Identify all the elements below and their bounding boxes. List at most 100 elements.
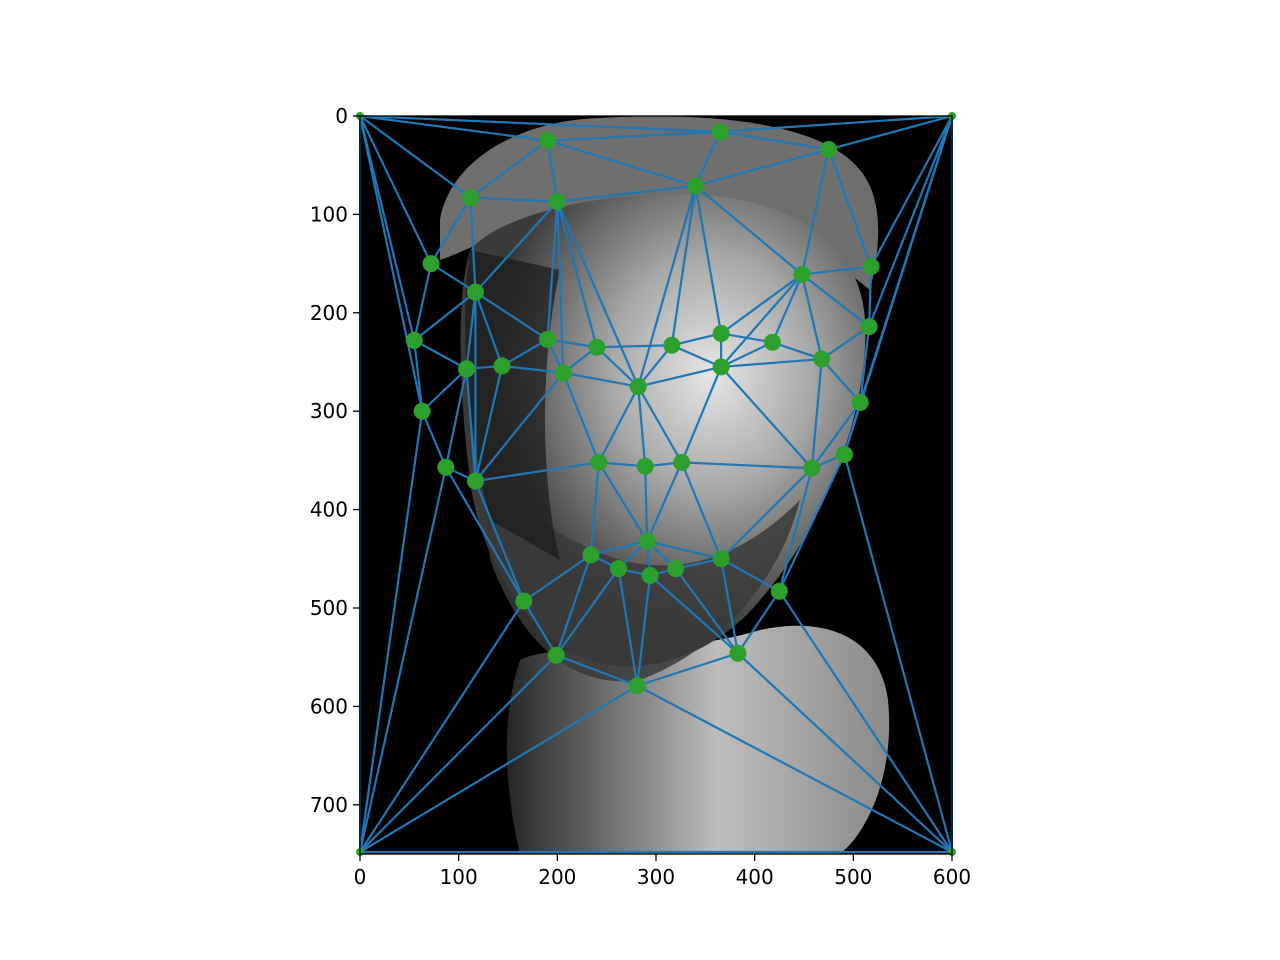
landmark-point: [588, 338, 606, 356]
landmark-point: [610, 560, 628, 578]
triangulation-edge: [637, 344, 673, 388]
triangulation-edge: [810, 358, 823, 469]
landmark-point: [673, 453, 691, 471]
landmark-point: [636, 457, 654, 475]
triangulation-edge: [474, 480, 525, 602]
x-axis-ticks: 0 100 200 300 400 500 600: [354, 854, 971, 889]
landmark-point: [493, 357, 511, 375]
triangulation-edge: [465, 368, 477, 482]
triangulation-edge: [821, 325, 870, 360]
triangulation-edge: [475, 461, 599, 483]
triangulation-edge: [501, 364, 564, 374]
triangulation-edge: [597, 461, 649, 542]
landmark-point: [538, 132, 556, 150]
landmark-points: [356, 112, 956, 857]
triangulation-edge: [359, 115, 433, 265]
triangulation-edge: [636, 652, 739, 687]
landmark-point: [803, 459, 821, 477]
triangulation-edge: [674, 567, 739, 654]
triangulation-edge: [589, 462, 600, 555]
triangulation-edge: [720, 341, 773, 368]
landmark-point: [590, 453, 608, 471]
triangulation-edge: [778, 590, 953, 853]
triangulation-edge: [771, 273, 804, 343]
triangulation-edge: [649, 574, 739, 655]
triangulation-edge: [800, 274, 823, 360]
triangulation-edge: [720, 558, 739, 654]
triangulation-edge: [868, 115, 954, 327]
landmark-point: [813, 350, 831, 368]
triangulation-edge: [637, 386, 683, 463]
triangulation-edge: [671, 344, 722, 368]
landmark-point: [538, 330, 556, 348]
landmark-point: [547, 646, 565, 664]
y-tick-label: 100: [310, 202, 348, 226]
triangulation-edge: [546, 201, 559, 340]
landmark-point: [862, 258, 880, 276]
face-photo: [360, 116, 952, 854]
triangulation-edge: [778, 454, 846, 592]
triangulation-edge: [617, 568, 639, 686]
triangulation-edge: [811, 401, 862, 469]
triangulation-lines: [358, 114, 954, 854]
triangulation-edge: [827, 149, 873, 267]
triangulation-edge: [358, 115, 416, 341]
triangulation-edge: [501, 338, 549, 367]
triangulation-edge: [828, 114, 953, 151]
landmark-point: [628, 677, 646, 695]
landmark-point: [466, 283, 484, 301]
triangulation-edge: [413, 291, 477, 342]
x-tick-label: 200: [538, 865, 576, 889]
landmark-point: [711, 123, 729, 141]
triangulation-edge: [596, 346, 639, 388]
triangulation-edge: [772, 341, 823, 361]
landmark-point: [763, 333, 781, 351]
y-tick-label: 300: [310, 399, 348, 423]
triangulation-edge: [359, 654, 558, 853]
triangulation-edge: [547, 139, 696, 187]
triangulation-edge: [843, 454, 954, 853]
landmark-point: [422, 255, 440, 273]
triangulation-edge: [646, 461, 683, 542]
triangulation-edge: [720, 273, 803, 335]
landmark-point: [770, 582, 788, 600]
triangulation-edge: [644, 466, 649, 542]
triangulation-edge: [444, 466, 525, 602]
triangulation-edge: [694, 131, 722, 187]
triangulation-edge: [637, 185, 697, 387]
triangulation-edge: [474, 372, 565, 482]
landmark-point: [638, 532, 656, 550]
landmark-point: [663, 336, 681, 354]
triangulation-edge: [358, 115, 424, 412]
triangulation-edge: [546, 140, 559, 202]
triangulation-edge: [681, 461, 812, 470]
triangulation-edge: [359, 115, 472, 199]
triangulation-edge: [474, 291, 549, 341]
triangulation-edge: [522, 600, 558, 656]
triangulation-edge: [736, 590, 781, 654]
triangulation-edge: [444, 368, 468, 468]
landmark-point: [629, 378, 647, 396]
landmark-point: [462, 189, 480, 207]
y-tick-label: 400: [310, 498, 348, 522]
landmark-point: [437, 458, 455, 476]
landmark-point: [413, 402, 431, 420]
triangulation-edge: [469, 197, 477, 293]
triangulation-edge: [556, 201, 598, 348]
triangulation-edge: [637, 386, 647, 467]
triangulation-edge: [413, 340, 424, 412]
triangulation-edge: [430, 197, 472, 265]
triangulation-edge: [359, 114, 548, 142]
triangulation-edge: [555, 554, 592, 656]
triangulation-edge: [694, 185, 723, 334]
triangulation-edge: [465, 292, 477, 370]
triangulation-edge: [721, 357, 822, 369]
landmark-point: [405, 331, 423, 349]
triangulation-edge: [737, 652, 953, 853]
triangulation-edge: [720, 557, 780, 593]
triangulation-edge: [868, 266, 873, 327]
triangulation-edge: [720, 366, 813, 470]
triangulation-edge: [636, 575, 652, 686]
landmark-point: [851, 393, 869, 411]
